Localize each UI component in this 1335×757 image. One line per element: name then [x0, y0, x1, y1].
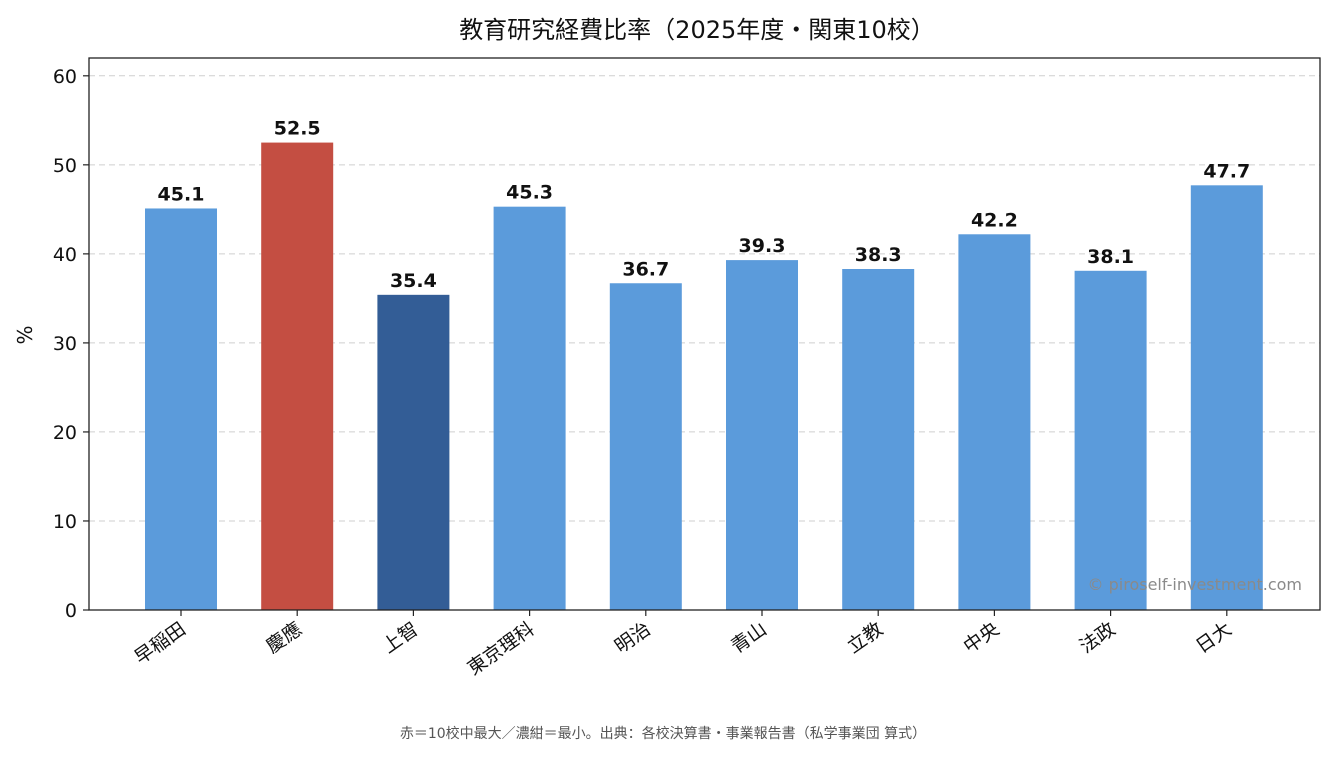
- x-tick-label: 上智: [379, 618, 423, 658]
- x-tick-label: 立教: [843, 618, 887, 658]
- bar: [726, 260, 798, 610]
- y-axis-ticks: 0 10 20 30 40 50 60: [53, 66, 89, 622]
- x-tick-label: 東京理科: [464, 618, 539, 680]
- x-tick-label: 法政: [1076, 618, 1120, 658]
- bar: [145, 208, 217, 610]
- bar-value-label: 36.7: [622, 258, 669, 280]
- bar: [1074, 270, 1147, 610]
- x-tick-label: 明治: [611, 618, 655, 658]
- y-tick-label: 10: [53, 511, 77, 533]
- bar-value-label: 52.5: [274, 118, 321, 140]
- bar: [842, 269, 915, 610]
- bar: [1190, 185, 1263, 610]
- bar-value-label: 45.3: [506, 182, 553, 204]
- x-tick-label: 日大: [1192, 618, 1236, 658]
- bar: [377, 294, 450, 610]
- bar-value-label: 35.4: [390, 270, 437, 292]
- footnote: 赤＝10校中最大／濃紺＝最小。出典：各校決算書・事業報告書（私学事業団 算式）: [400, 725, 926, 742]
- x-tick-label: 青山: [727, 618, 771, 658]
- bars-group: [145, 142, 1263, 611]
- bar-value-label: 39.3: [739, 235, 786, 257]
- bar: [493, 206, 566, 610]
- bar-value-label: 38.3: [855, 244, 902, 266]
- bar-value-label: 38.1: [1087, 246, 1134, 268]
- bar: [609, 283, 682, 610]
- x-tick-label: 中央: [960, 618, 1004, 658]
- chart-title: 教育研究経費比率（2025年度・関東10校）: [459, 16, 935, 44]
- y-tick-label: 0: [65, 600, 77, 622]
- bar-value-label: 47.7: [1203, 160, 1250, 182]
- y-tick-label: 50: [53, 155, 77, 177]
- x-axis-ticks: 早稲田 慶應 上智 東京理科 明治 青山 立教 中央 法政 日大: [131, 610, 1236, 680]
- bar: [261, 142, 334, 611]
- x-tick-label: 早稲田: [131, 618, 190, 669]
- y-tick-label: 30: [53, 333, 77, 355]
- y-tick-label: 20: [53, 422, 77, 444]
- plot-frame: [88, 57, 1321, 611]
- y-tick-label: 40: [53, 244, 77, 266]
- watermark: © piroself-investment.com: [1088, 575, 1302, 594]
- bar: [958, 234, 1031, 610]
- y-axis-label: %: [13, 325, 37, 344]
- x-tick-label: 慶應: [262, 617, 306, 658]
- bar-value-label: 45.1: [158, 183, 205, 205]
- bar-value-label: 42.2: [971, 209, 1018, 231]
- value-labels-group: 45.1 52.5 35.4 45.3 36.7 39.3 38.3 42.2 38.1 47.7: [158, 118, 1251, 292]
- y-tick-label: 60: [53, 66, 77, 88]
